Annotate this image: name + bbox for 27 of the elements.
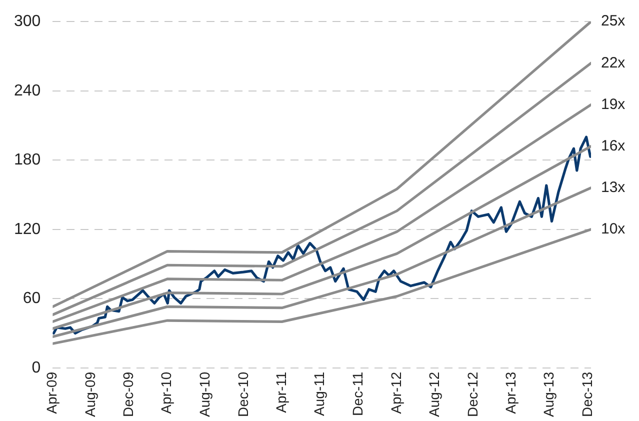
- x-tick-label: Apr-12: [388, 372, 404, 414]
- x-tick-label: Apr-10: [158, 372, 174, 414]
- y-tick-label: 0: [32, 359, 41, 376]
- x-tick-label: Aug-12: [426, 372, 442, 418]
- x-tick-label: Apr-11: [272, 372, 289, 413]
- x-tick-label: Aug-10: [196, 372, 213, 418]
- y-tick-label: 60: [22, 290, 41, 308]
- series-label: 19x: [601, 96, 626, 113]
- x-tick-label: Aug-11: [311, 372, 328, 416]
- x-tick-label: Dec-10: [234, 372, 251, 417]
- y-tick-label: 180: [14, 152, 41, 169]
- x-tick-label: Dec-09: [120, 372, 136, 417]
- x-tick-label: Apr-09: [44, 372, 60, 414]
- x-tick-label: Dec-11: [349, 372, 366, 416]
- y-tick-label: 120: [14, 220, 41, 238]
- x-tick-label: Aug-13: [540, 372, 557, 418]
- y-tick-label: 240: [14, 82, 41, 100]
- series-label: 16x: [601, 137, 626, 154]
- x-tick-label: Aug-09: [82, 372, 98, 418]
- x-tick-label: Apr-13: [502, 372, 518, 414]
- series-label: 10x: [601, 220, 626, 238]
- x-tick-label: Dec-12: [464, 372, 480, 417]
- series-label: 25x: [601, 12, 626, 30]
- x-tick-label: Dec-13: [579, 372, 596, 417]
- series-label: 22x: [601, 54, 626, 72]
- series-label: 13x: [601, 178, 626, 196]
- y-tick-label: 300: [14, 13, 41, 30]
